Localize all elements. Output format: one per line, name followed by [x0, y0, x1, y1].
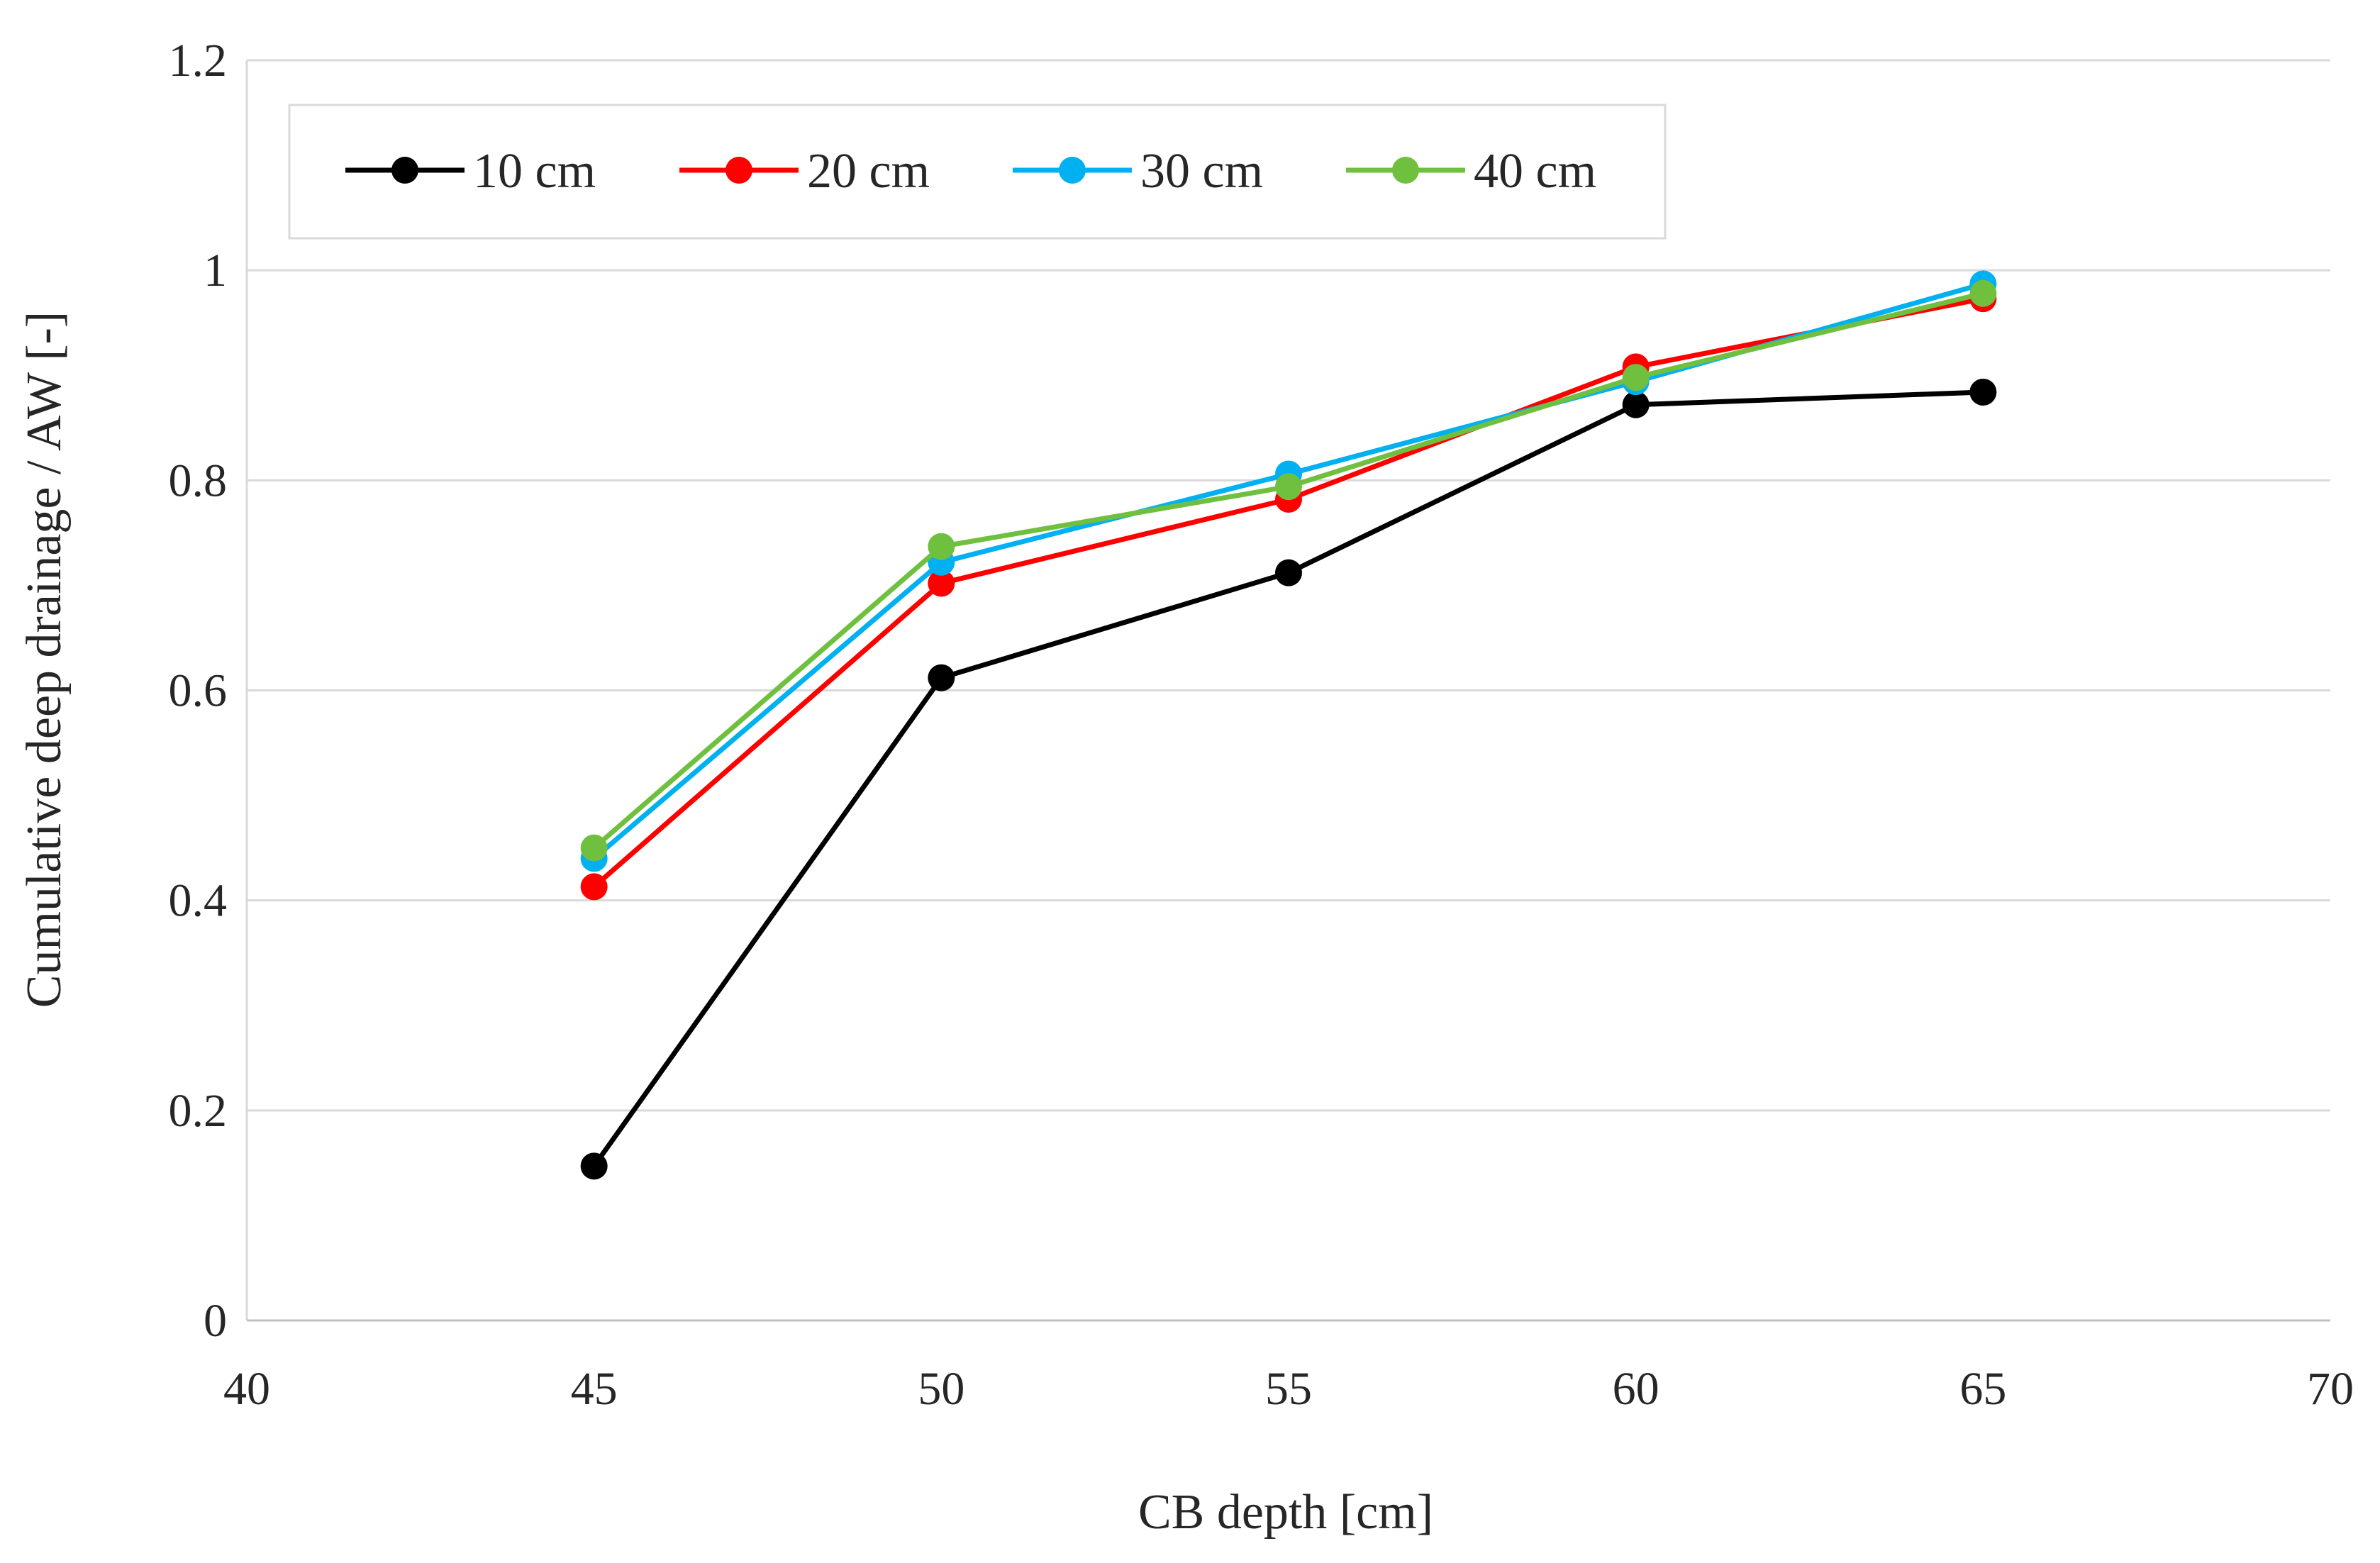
- axes: 0 0.2 0.4 0.6 0.8 1 1.2 40 45 50 55 60 65 70: [169, 35, 2354, 1415]
- y-tick-label-0.2: 0.2: [169, 1085, 228, 1137]
- series-group: [580, 270, 1997, 1180]
- legend-marker-40-cm: [1392, 157, 1419, 184]
- series-20-cm: [580, 285, 1997, 901]
- x-tick-label-70: 70: [2307, 1363, 2354, 1415]
- gridlines: [247, 59, 2330, 1112]
- x-tick-label-40: 40: [223, 1363, 270, 1415]
- legend-item-20-cm: 20 cm: [679, 144, 930, 199]
- series-line-20-cm: [592, 296, 1984, 889]
- legend: 10 cm 20 cm 30 cm 40 cm: [288, 104, 1667, 240]
- y-tick-label-0: 0: [204, 1295, 227, 1347]
- y-tick-label-1.2: 1.2: [169, 35, 228, 87]
- data-point-40-cm-55: [1275, 473, 1302, 501]
- data-point-40-cm-45: [580, 834, 608, 862]
- series-40-cm: [580, 279, 1997, 862]
- data-point-20-cm-45: [580, 873, 608, 901]
- series-10-cm: [580, 378, 1997, 1180]
- legend-item-10-cm: 10 cm: [345, 144, 596, 199]
- x-tick-label-45: 45: [571, 1363, 618, 1415]
- legend-label-30-cm: 30 cm: [1140, 144, 1263, 199]
- legend-marker-10-cm: [391, 157, 418, 184]
- legend-item-30-cm: 30 cm: [1013, 144, 1263, 199]
- legend-label-40-cm: 40 cm: [1474, 144, 1596, 199]
- x-tick-label-50: 50: [918, 1363, 964, 1415]
- data-point-40-cm-60: [1622, 364, 1650, 391]
- data-point-10-cm-55: [1275, 559, 1302, 586]
- x-axis-title: CB depth [cm]: [1138, 1485, 1433, 1540]
- legend-label-10-cm: 10 cm: [473, 144, 596, 199]
- legend-marker-20-cm: [725, 157, 752, 184]
- data-point-10-cm-65: [1969, 378, 1997, 406]
- data-point-10-cm-45: [580, 1152, 608, 1180]
- y-tick-label-0.6: 0.6: [169, 665, 228, 717]
- data-point-10-cm-50: [928, 664, 955, 691]
- y-tick-label-0.4: 0.4: [169, 875, 228, 927]
- legend-marker-30-cm: [1059, 157, 1086, 184]
- x-tick-label-55: 55: [1265, 1363, 1312, 1415]
- y-tick-label-1: 1: [204, 245, 227, 296]
- y-tick-label-0.8: 0.8: [169, 455, 228, 506]
- data-point-10-cm-60: [1622, 391, 1650, 418]
- legend-label-20-cm: 20 cm: [807, 144, 930, 199]
- legend-item-40-cm: 40 cm: [1346, 144, 1596, 199]
- x-tick-label-60: 60: [1613, 1363, 1659, 1415]
- x-tick-label-65: 65: [1959, 1363, 2006, 1415]
- data-point-40-cm-50: [928, 533, 955, 560]
- data-point-40-cm-65: [1969, 279, 1997, 307]
- data-point-20-cm-50: [928, 569, 955, 597]
- y-axis-title: Cumulative deep drainage / AW [-]: [17, 311, 72, 1008]
